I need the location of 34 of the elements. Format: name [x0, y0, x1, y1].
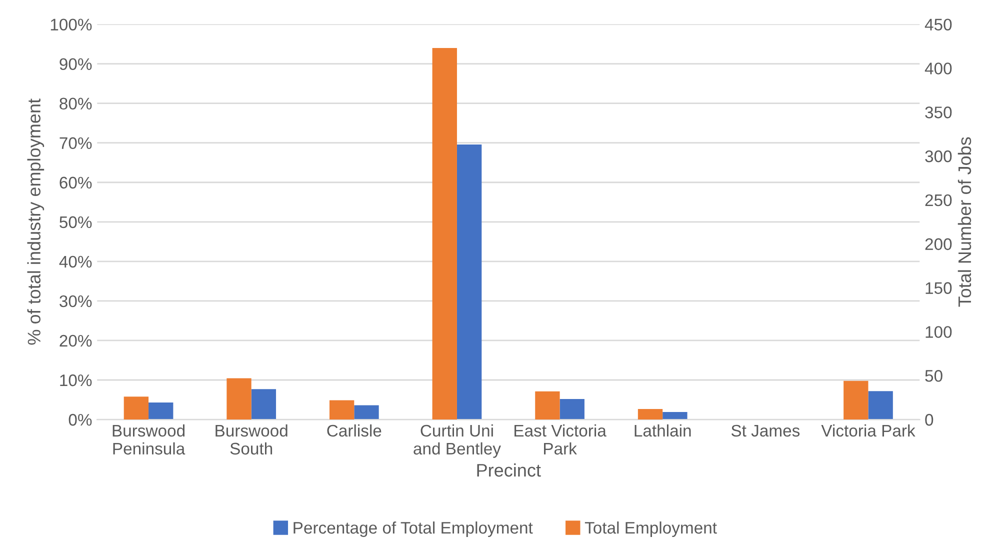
y-tick-label: 60% — [60, 176, 92, 189]
y2-tick-label: 250 — [925, 194, 952, 206]
y-tick-label: 100% — [50, 18, 92, 30]
x-tick-label: Lathlain — [634, 424, 691, 437]
y2-tick-label: 450 — [924, 18, 952, 30]
y-tick-label: 40% — [59, 256, 92, 268]
x-tick-label: Carlisle — [327, 424, 382, 437]
x-tick-label: East Victoria Park — [514, 424, 606, 455]
x-tick-label: Victoria Park — [821, 424, 916, 437]
y2-tick-label: 350 — [925, 106, 952, 118]
y-tick-label: 70% — [60, 137, 92, 150]
y2-tick-label: 300 — [925, 150, 952, 162]
y2-axis-title: Total Number of Jobs — [958, 137, 972, 307]
y-tick-label: 50% — [60, 216, 92, 228]
x-tick-label: Burswood Peninsula — [112, 424, 186, 455]
legend-label: Percentage of Total Employment — [294, 521, 533, 537]
x-tick-label: Curtin Uni and Bentley — [414, 424, 501, 458]
y-axis-title: % of total industry employment — [27, 98, 44, 345]
y2-tick-label: 400 — [924, 62, 952, 74]
x-tick-label: Burswood South — [216, 424, 288, 455]
y-tick-label: 20% — [60, 334, 92, 347]
y-tick-label: 90% — [60, 58, 92, 70]
y2-tick-label: 150 — [926, 282, 952, 294]
x-tick-label: St James — [731, 424, 800, 437]
y-tick-label: 10% — [60, 374, 92, 386]
y2-tick-label: 100 — [926, 326, 952, 338]
y-tick-label: 30% — [60, 295, 92, 308]
legend-label: Total Employment — [584, 521, 717, 537]
x-axis-title: Precinct — [477, 463, 541, 477]
y-tick-label: 80% — [60, 98, 92, 110]
y2-tick-label: 200 — [925, 238, 952, 250]
y-tick-label: 0% — [68, 414, 92, 426]
y2-tick-label: 0 — [925, 414, 934, 426]
y2-tick-label: 50 — [925, 370, 942, 382]
